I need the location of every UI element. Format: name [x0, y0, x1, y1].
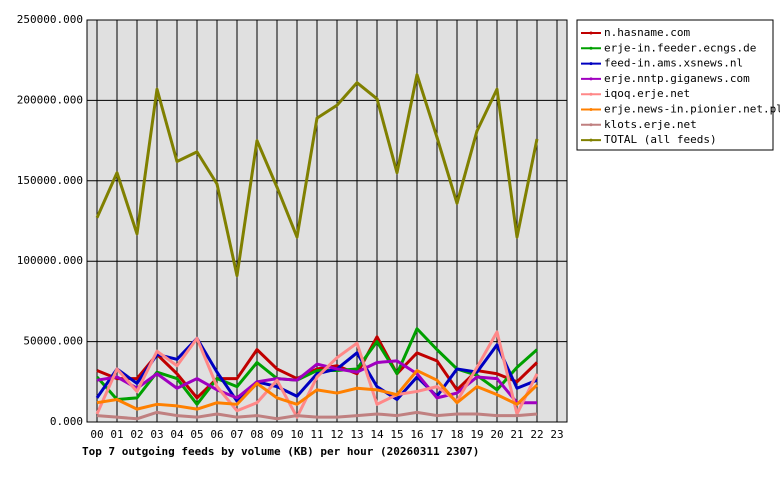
x-tick-label: 05 — [190, 428, 203, 441]
legend-label: erje.news-in.pionier.net.pl — [604, 103, 780, 116]
legend-label: erje.nntp.giganews.com — [604, 72, 750, 85]
series-line — [96, 410, 538, 421]
series-line — [95, 330, 539, 419]
series-line — [95, 336, 538, 403]
plot-area — [86, 19, 568, 423]
x-tick-label: 20 — [490, 428, 503, 441]
x-tick-label: 22 — [530, 428, 543, 441]
y-tick-label: 50000.000 — [23, 335, 83, 348]
y-tick-label: 0.000 — [50, 415, 83, 428]
legend-label: klots.erje.net — [604, 118, 697, 131]
x-tick-label: 16 — [410, 428, 423, 441]
y-tick-label: 150000.000 — [17, 174, 83, 187]
legend-label: feed-in.ams.xsnews.nl — [604, 57, 743, 70]
x-tick-label: 10 — [290, 428, 303, 441]
legend-dot — [589, 138, 593, 142]
legend-dot — [589, 92, 593, 96]
x-tick-label: 18 — [450, 428, 463, 441]
y-tick-label: 100000.000 — [17, 254, 83, 267]
x-tick-label: 00 — [90, 428, 103, 441]
legend-box — [576, 19, 774, 151]
x-tick-label: 06 — [210, 428, 223, 441]
x-tick-label: 12 — [330, 428, 343, 441]
x-tick-label: 15 — [390, 428, 403, 441]
x-tick-label: 09 — [270, 428, 283, 441]
chart-title: Top 7 outgoing feeds by volume (KB) per … — [82, 445, 479, 458]
y-tick-label: 200000.000 — [17, 93, 83, 106]
legend-label: erje-in.feeder.ecngs.de — [604, 41, 756, 54]
x-tick-label: 14 — [370, 428, 384, 441]
x-tick-label: 21 — [510, 428, 523, 441]
legend-dot — [589, 108, 593, 111]
legend-dot — [589, 31, 593, 35]
legend-dot — [589, 46, 593, 50]
series-line — [96, 335, 539, 400]
x-tick-label: 11 — [310, 428, 323, 441]
legend-label: TOTAL (all feeds) — [604, 133, 717, 146]
series-line — [96, 369, 539, 411]
legend-label: n.hasname.com — [604, 26, 690, 39]
legend-dot — [589, 62, 593, 66]
x-tick-label: 13 — [350, 428, 363, 441]
x-tick-label: 07 — [230, 428, 243, 441]
x-tick-label: 23 — [550, 428, 563, 441]
x-tick-label: 17 — [430, 428, 443, 441]
x-tick-label: 04 — [170, 428, 184, 441]
series-line — [95, 73, 539, 278]
legend-dot — [589, 77, 593, 81]
x-tick-label: 02 — [130, 428, 143, 441]
x-tick-label: 19 — [470, 428, 483, 441]
x-tick-label: 01 — [110, 428, 123, 441]
x-tick-label: 03 — [150, 428, 163, 441]
y-tick-label: 250000.000 — [17, 13, 83, 26]
legend-dot — [589, 123, 593, 127]
x-tick-label: 08 — [250, 428, 263, 441]
legend-label: iqoq.erje.net — [604, 87, 690, 100]
